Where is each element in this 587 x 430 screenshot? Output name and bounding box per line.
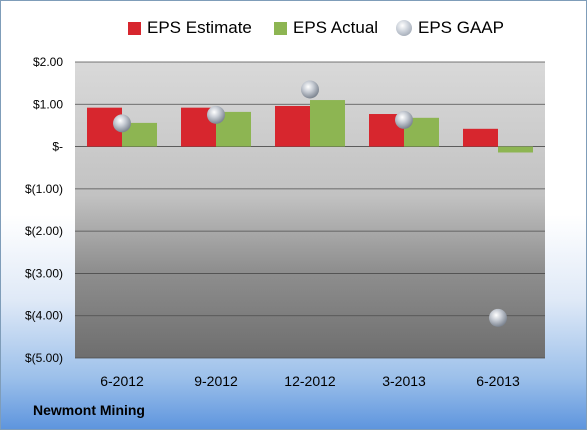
x-category-label: 6-2012 [100,373,144,389]
bar-eps-actual [310,100,345,147]
legend-item-eps-actual: EPS Actual [274,18,378,38]
y-tick-label: $(2.00) [25,224,63,238]
legend-swatch-eps-gaap [396,20,412,36]
bar-eps-actual [122,122,157,147]
gaap-markers [113,80,507,327]
legend-label-eps-estimate: EPS Estimate [147,18,252,37]
y-tick-label: $(1.00) [25,182,63,196]
y-axis-tick-labels: $2.00 $1.00 $- $(1.00) $(2.00) $(3.00) $(4.00)… [25,55,63,365]
chart-legend: EPS Estimate EPS Actual EPS GAAP [0,18,587,40]
x-category-label: 12-2012 [284,373,336,389]
y-tick-label: $(4.00) [25,309,63,323]
marker-eps-gaap [207,105,225,124]
legend-label-eps-actual: EPS Actual [293,18,379,37]
marker-eps-gaap [113,114,131,133]
y-tick-label: $(5.00) [25,351,63,365]
x-axis-category-labels: 6-2012 9-2012 12-2012 3-2013 6-2013 [100,373,520,389]
legend-swatch-eps-estimate [128,21,141,35]
x-category-label: 3-2013 [382,373,426,389]
y-tick-label: $1.00 [33,97,63,111]
legend-swatch-eps-actual [274,21,287,35]
legend-item-eps-estimate: EPS Estimate [128,18,252,38]
x-category-label: 6-2013 [476,373,520,389]
marker-eps-gaap [301,80,319,99]
x-category-label: 9-2012 [194,373,238,389]
y-tick-label: $2.00 [33,55,63,69]
bar-eps-actual [498,146,533,153]
legend-item-eps-gaap: EPS GAAP [396,18,504,38]
company-name: Newmont Mining [33,402,145,418]
bar-eps-estimate [463,128,498,147]
bars [87,100,533,153]
marker-eps-gaap [395,110,413,129]
y-tick-label: $- [52,140,63,154]
marker-eps-gaap [489,308,507,327]
bar-eps-estimate [275,105,310,147]
y-tick-label: $(3.00) [25,266,63,280]
legend-label-eps-gaap: EPS GAAP [418,18,504,37]
